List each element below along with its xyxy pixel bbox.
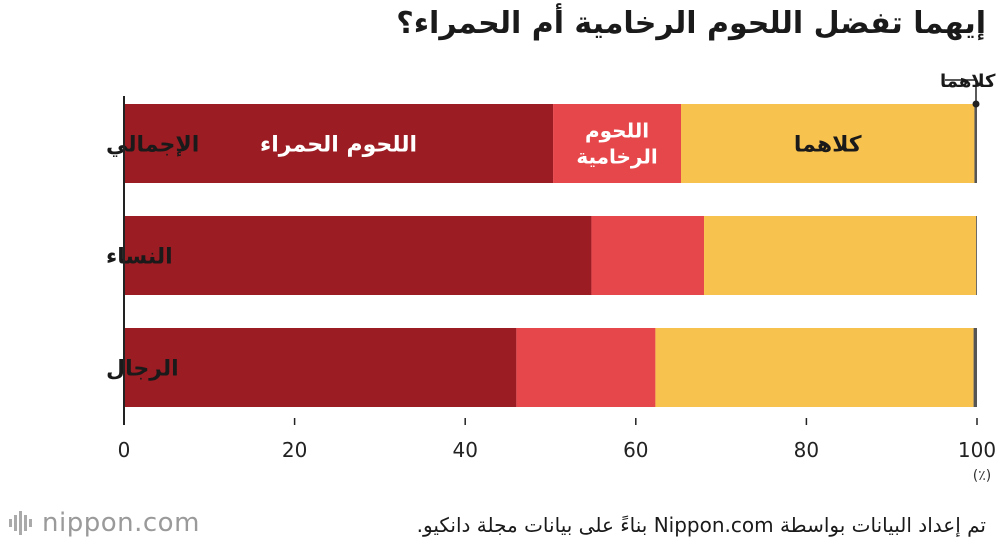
bar-both <box>704 216 977 295</box>
callout-dot <box>972 100 980 108</box>
bar-both <box>655 328 974 407</box>
x-tick-label: 60 <box>623 438 648 462</box>
bar-both <box>681 104 975 183</box>
category-label: الإجمالي <box>106 133 199 158</box>
label-neither: لا أحب كلاهما <box>940 69 1000 92</box>
source-note: تم إعداد البيانات بواسطة Nippon.com بناء… <box>416 513 986 537</box>
bar-neither <box>973 328 977 407</box>
category-label: النساء <box>106 245 173 270</box>
bar-neither <box>976 216 977 295</box>
logo-text: nippon.com <box>42 508 200 538</box>
x-tick-label: 80 <box>794 438 819 462</box>
bar-marbled <box>516 328 656 407</box>
chart-title: إيهما تفضل اللحوم الرخامية أم الحمراء؟ <box>396 6 986 41</box>
bar-red-meat <box>124 328 517 407</box>
bar-red-meat <box>124 104 554 183</box>
bar-red-meat <box>124 216 592 295</box>
x-tick-label: 0 <box>118 438 131 462</box>
unit-label: (٪) <box>972 468 992 484</box>
stacked-bar-chart: الإجمالي النساء الرجال 0 20 40 60 80 100 اللحوم ا… <box>106 69 1000 462</box>
label-marbled-line1: اللحوم <box>585 119 649 143</box>
label-both: كلاهما <box>794 133 862 158</box>
label-red-meat: اللحوم الحمراء <box>260 133 417 158</box>
x-tick-label: 100 <box>958 438 996 462</box>
bar-neither <box>974 104 977 183</box>
category-label: الرجال <box>106 357 179 382</box>
bar-marbled <box>553 104 682 183</box>
nippon-logo: nippon.com <box>8 506 200 540</box>
logo-mark-icon <box>9 511 32 535</box>
bar-marbled <box>591 216 705 295</box>
label-marbled-line2: الرخامية <box>576 145 657 169</box>
x-tick-label: 40 <box>452 438 477 462</box>
x-tick-label: 20 <box>282 438 307 462</box>
